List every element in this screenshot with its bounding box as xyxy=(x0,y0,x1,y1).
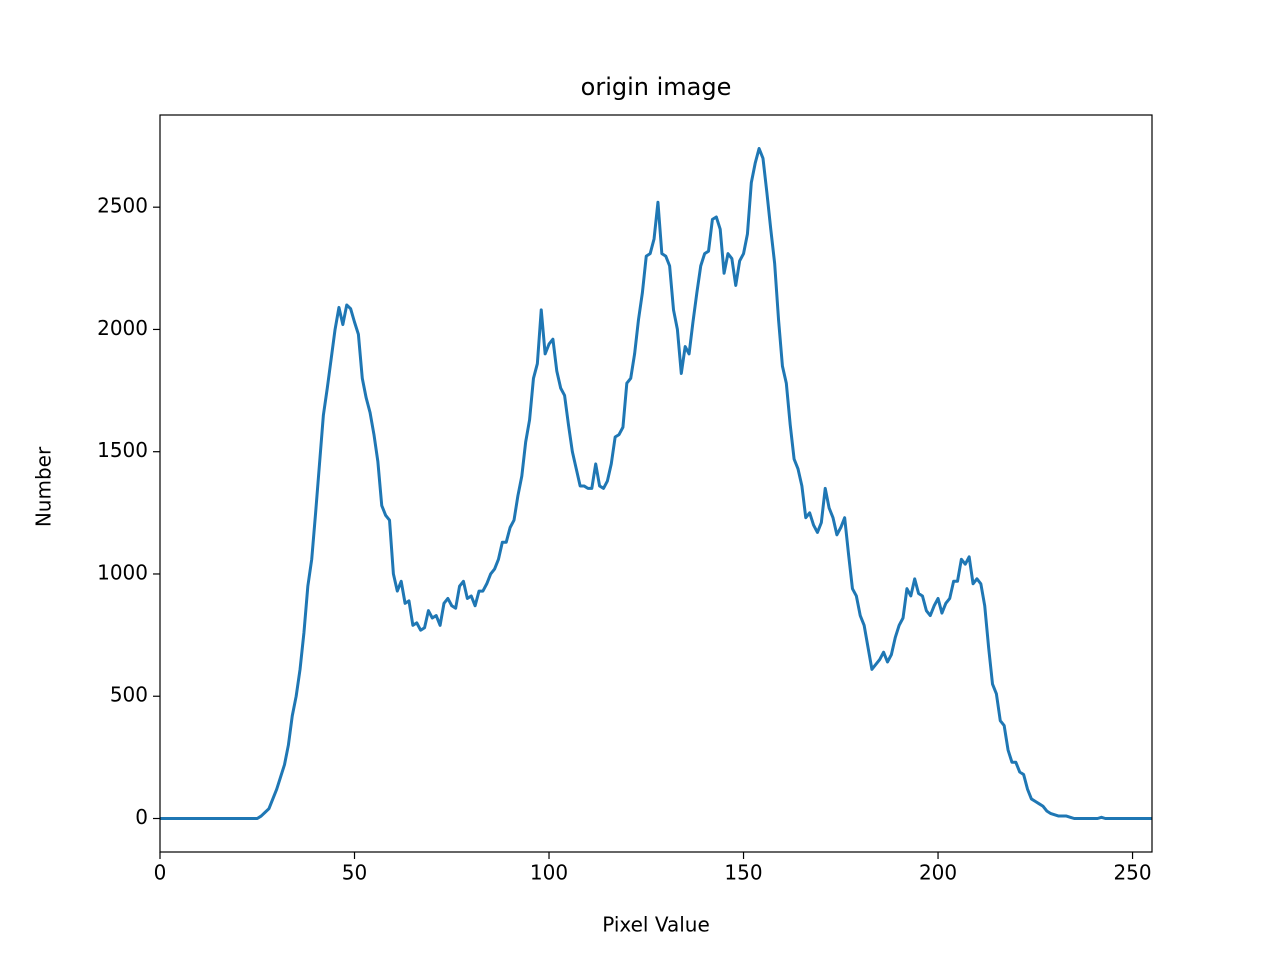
chart-title: origin image xyxy=(581,73,732,101)
y-tick-label: 2000 xyxy=(97,316,148,340)
x-axis-label: Pixel Value xyxy=(602,913,710,937)
x-tick-label: 100 xyxy=(530,861,568,885)
x-tick-label: 0 xyxy=(154,861,167,885)
y-tick-label: 0 xyxy=(135,805,148,829)
y-tick-label: 1500 xyxy=(97,438,148,462)
y-tick-label: 1000 xyxy=(97,560,148,584)
y-tick-label: 2500 xyxy=(97,194,148,218)
data-line xyxy=(160,147,1152,820)
x-tick-label: 50 xyxy=(342,861,367,885)
y-axis-label: Number xyxy=(32,446,56,527)
x-tick-label: 250 xyxy=(1113,861,1151,885)
x-tick-label: 200 xyxy=(919,861,957,885)
axes-frame xyxy=(159,114,1153,853)
x-tick-label: 150 xyxy=(724,861,762,885)
y-tick-label: 500 xyxy=(110,683,148,707)
